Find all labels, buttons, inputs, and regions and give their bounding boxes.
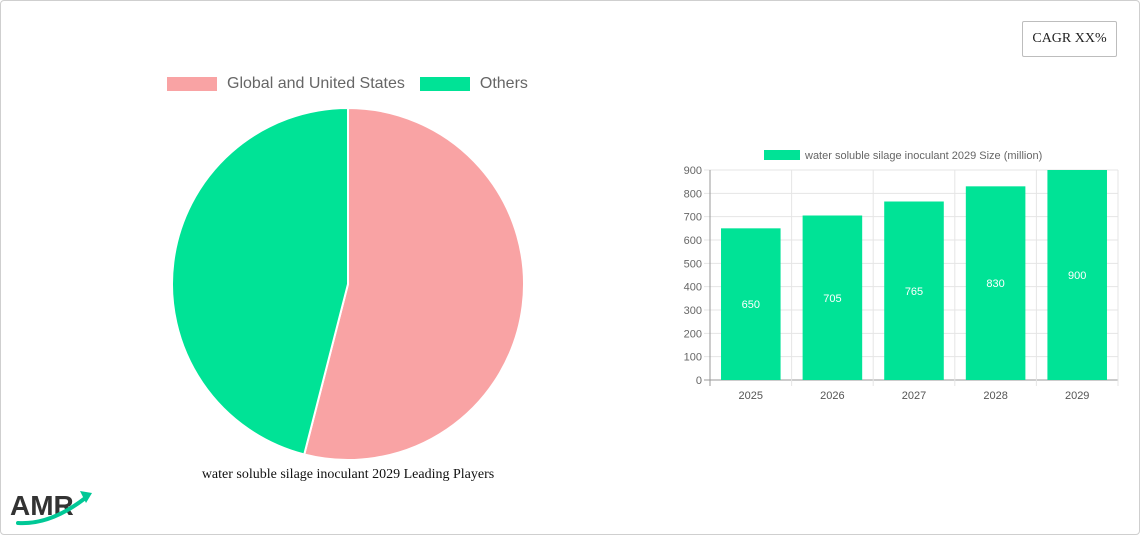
y-tick-label: 200	[684, 328, 702, 340]
pie-chart-title: water soluble silage inoculant 2029 Lead…	[201, 467, 495, 482]
legend-swatch-green	[419, 77, 470, 91]
pie-slice-0[interactable]	[303, 106, 525, 461]
bar-value-label: 765	[905, 286, 923, 298]
bar-legend-label: water soluble silage inoculant 2029 Size…	[804, 150, 1042, 162]
y-tick-label: 900	[684, 165, 702, 177]
logo-text: AMR	[10, 490, 74, 521]
bar-legend-swatch	[764, 150, 800, 160]
pie-slice-1[interactable]	[171, 106, 349, 456]
y-tick-label: 300	[684, 305, 702, 317]
x-tick-label: 2029	[1065, 390, 1089, 402]
x-tick-label: 2025	[739, 390, 763, 402]
y-tick-label: 500	[684, 258, 702, 270]
bar-chart: water soluble silage inoculant 2029 Size…	[684, 150, 1119, 402]
x-tick-label: 2027	[902, 390, 926, 402]
x-tick-label: 2026	[820, 390, 844, 402]
pie-chart	[171, 106, 525, 461]
bar-2029[interactable]	[1047, 170, 1107, 380]
y-tick-label: 700	[684, 212, 702, 224]
pie-legend-item-others[interactable]: Others	[419, 75, 528, 93]
cagr-badge: CAGR XX%	[1022, 21, 1117, 57]
y-tick-label: 0	[696, 375, 702, 387]
legend-swatch-pink	[167, 77, 217, 91]
amr-logo: AMR	[10, 490, 92, 526]
pie-legend-label: Others	[479, 75, 528, 92]
bar-value-label: 705	[823, 293, 841, 305]
y-tick-label: 400	[684, 282, 702, 294]
bar-2027[interactable]	[884, 201, 944, 381]
pie-legend-item-global[interactable]: Global and United States	[167, 75, 405, 93]
bar-2025[interactable]	[721, 228, 781, 380]
logo-swoosh-icon	[16, 497, 86, 526]
pie-legend-label: Global and United States	[227, 75, 405, 92]
bar-2026[interactable]	[802, 215, 863, 381]
bar-2028[interactable]	[965, 186, 1026, 380]
bar-value-label: 650	[742, 299, 760, 311]
y-tick-label: 600	[684, 235, 702, 247]
y-tick-label: 100	[684, 352, 702, 364]
y-tick-label: 800	[684, 188, 702, 200]
bar-value-label: 900	[1068, 270, 1086, 282]
bar-value-label: 830	[986, 278, 1004, 290]
logo-arrow-icon	[80, 491, 92, 503]
x-tick-label: 2028	[983, 390, 1007, 402]
pie-legend: Global and United States Others	[167, 75, 543, 93]
